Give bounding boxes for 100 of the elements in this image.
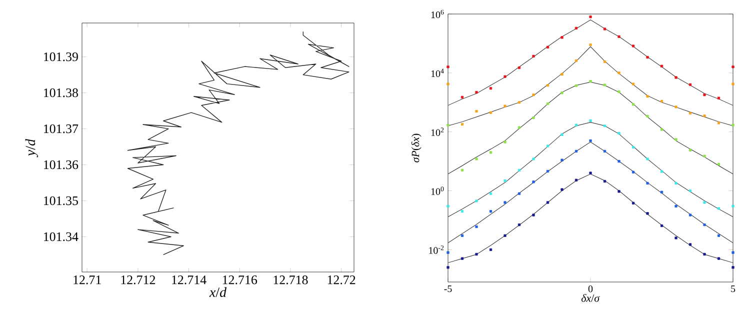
point <box>674 138 678 141</box>
point <box>618 190 620 193</box>
point <box>546 170 550 173</box>
point <box>703 154 706 158</box>
point <box>660 100 664 102</box>
point <box>688 83 692 86</box>
point <box>574 178 578 182</box>
y-tick-label: 10$^{-2}$ <box>429 246 444 254</box>
point <box>717 257 720 260</box>
point <box>460 96 464 98</box>
line-series <box>127 31 350 256</box>
point <box>518 168 521 172</box>
point <box>660 224 664 228</box>
point <box>660 128 664 131</box>
point <box>646 95 649 98</box>
x-axis-title: δx/σ <box>581 294 600 302</box>
point <box>674 76 678 79</box>
point <box>603 180 606 183</box>
point <box>532 158 535 160</box>
point <box>589 172 592 174</box>
point <box>504 140 506 144</box>
point <box>646 56 649 59</box>
point <box>489 151 492 154</box>
point <box>460 210 464 213</box>
x-tick-label: 12.718 <box>274 276 308 284</box>
point <box>574 59 578 62</box>
point <box>574 124 578 126</box>
point <box>560 158 564 162</box>
point <box>674 182 678 185</box>
point <box>646 182 649 185</box>
y-tick-label: 101.36 <box>44 160 78 170</box>
point <box>660 190 664 194</box>
point <box>518 192 521 195</box>
y-tick-label: 10$^{2}$ <box>431 128 444 136</box>
point <box>489 87 492 90</box>
point <box>646 158 649 160</box>
point <box>618 35 620 38</box>
point <box>717 122 720 124</box>
x-tick-label: 12.716 <box>222 276 258 284</box>
point <box>674 236 678 240</box>
point <box>688 214 692 216</box>
y-tick-label: 101.34 <box>44 232 78 242</box>
y-tick-label: 101.35 <box>44 196 78 206</box>
point <box>632 170 635 174</box>
point <box>589 44 592 46</box>
point <box>489 111 492 114</box>
point <box>589 16 592 18</box>
y-tick-label: 101.39 <box>44 52 78 62</box>
y-tick-label: 101.37 <box>44 124 78 134</box>
point <box>574 150 578 153</box>
point <box>518 66 521 70</box>
point <box>489 192 492 195</box>
x-axis-title: x/d <box>209 287 227 297</box>
point <box>603 84 606 86</box>
point <box>732 204 734 208</box>
point <box>688 148 692 152</box>
x-tick-label: 12.714 <box>172 276 206 284</box>
point <box>688 243 692 246</box>
point <box>460 234 464 237</box>
point <box>717 207 720 210</box>
x-tick-label: 12.712 <box>121 276 156 284</box>
point <box>646 212 649 215</box>
point <box>532 116 535 120</box>
point <box>674 106 678 108</box>
y-axis-title: y/d <box>25 138 38 158</box>
point <box>560 72 564 76</box>
point <box>732 66 734 68</box>
point <box>603 150 606 153</box>
point <box>603 28 606 30</box>
point <box>504 201 506 204</box>
point <box>688 112 692 114</box>
point <box>560 133 564 136</box>
point <box>589 119 592 122</box>
point <box>717 96 720 100</box>
point <box>504 75 506 78</box>
point <box>703 114 706 118</box>
point <box>703 223 706 226</box>
point <box>446 266 450 269</box>
point <box>446 251 450 254</box>
point <box>632 146 635 149</box>
point <box>489 210 492 213</box>
point <box>632 82 635 86</box>
point <box>560 92 564 94</box>
x-tick-label: 12.72 <box>328 276 356 284</box>
point <box>618 160 620 163</box>
point <box>703 252 706 256</box>
point <box>618 90 620 94</box>
y-tick-label: 10$^{0}$ <box>431 186 444 195</box>
point <box>589 80 592 83</box>
point <box>460 168 464 172</box>
point <box>446 124 450 126</box>
point <box>618 132 620 134</box>
point <box>732 82 734 86</box>
point <box>518 223 521 226</box>
point <box>732 124 734 126</box>
point <box>574 84 578 87</box>
point <box>546 84 550 87</box>
y-tick-label: 10$^{6}$ <box>431 10 444 18</box>
x-tick-label: 12.71 <box>74 276 101 284</box>
point <box>460 257 464 260</box>
